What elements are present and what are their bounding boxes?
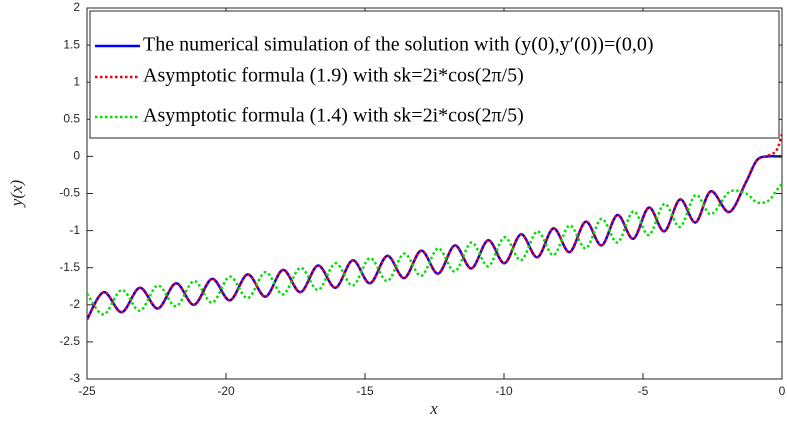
y-tick-label: 2 — [73, 0, 80, 14]
y-tick-label: 0.5 — [63, 111, 80, 125]
y-tick-label: 1.5 — [63, 37, 80, 51]
x-tick-label: -25 — [78, 384, 96, 398]
y-tick-label: -1.5 — [59, 260, 80, 274]
y-tick-label: -2 — [69, 297, 80, 311]
y-tick-label: -1 — [69, 223, 80, 237]
lines — [87, 133, 782, 321]
legend-entry: Asymptotic formula (1.9) with sk=2i*cos(… — [143, 65, 524, 87]
x-tick-label: -20 — [217, 384, 235, 398]
x-tick-label: -15 — [356, 384, 374, 398]
x-tick-label: -10 — [495, 384, 513, 398]
y-tick-label: -3 — [69, 371, 80, 385]
y-tick-label: -2.5 — [59, 334, 80, 348]
y-tick-label: 1 — [73, 74, 80, 88]
series-line — [87, 154, 782, 321]
legend-entry: Asymptotic formula (1.4) with sk=2i*cos(… — [143, 105, 524, 127]
y-tick-label: -0.5 — [59, 186, 80, 200]
legend-entry: The numerical simulation of the solution… — [143, 34, 654, 56]
y-axis-label: y(x) — [7, 179, 26, 208]
legend-box — [89, 10, 780, 139]
x-tick-label: 0 — [779, 384, 786, 398]
x-tick-label: -5 — [638, 384, 649, 398]
x-axis-label: x — [429, 399, 438, 418]
series-line — [87, 183, 782, 316]
y-tick-label: 0 — [73, 149, 80, 163]
